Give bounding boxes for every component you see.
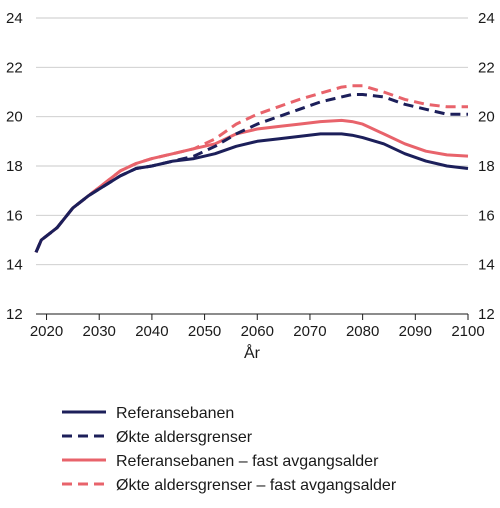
gridlines xyxy=(36,17,468,315)
series-line-2 xyxy=(34,93,468,253)
x-axis-title: År xyxy=(244,343,261,362)
y-tick-label-right: 16 xyxy=(478,207,495,224)
y-tick-label-right: 20 xyxy=(478,109,495,126)
legend-label: Referansebanen – fast avgangsalder xyxy=(116,453,379,470)
x-tick-label: 2050 xyxy=(188,323,221,340)
legend: Referansebanen Økte aldersgrenser Referans… xyxy=(62,405,397,494)
y-tick-label-left: 18 xyxy=(6,158,23,175)
legend-label: Økte aldersgrenser – fast avgangsalder xyxy=(116,477,397,494)
legend-label: Økte aldersgrenser xyxy=(116,429,253,446)
legend-label: Referansebanen xyxy=(116,405,234,422)
x-tick-label: 2030 xyxy=(83,323,116,340)
y-tick-label-right: 22 xyxy=(478,59,495,76)
y-tick-label-right: 14 xyxy=(478,257,495,274)
y-tick-label-left: 20 xyxy=(6,109,23,126)
y-tick-label-right: 12 xyxy=(478,306,495,323)
y-tick-label-left: 14 xyxy=(6,257,23,274)
series-line-4 xyxy=(34,84,468,253)
x-tick-label: 2100 xyxy=(451,323,484,340)
y-tick-label-left: 16 xyxy=(6,207,23,224)
x-tick-label: 2070 xyxy=(293,323,326,340)
x-tick-label: 2020 xyxy=(30,323,63,340)
x-tick-label: 2090 xyxy=(399,323,432,340)
series-line-1 xyxy=(34,132,469,253)
y-tick-label-right: 18 xyxy=(478,158,495,175)
x-tick-label: 2080 xyxy=(346,323,379,340)
y-tick-label-left: 12 xyxy=(6,306,23,323)
x-tick-label: 2040 xyxy=(135,323,168,340)
y-tick-label-right: 24 xyxy=(478,10,495,27)
y-tick-label-left: 22 xyxy=(6,59,23,76)
y-tick-label-left: 24 xyxy=(6,10,23,27)
x-tick-label: 2060 xyxy=(241,323,274,340)
series-lines xyxy=(34,84,469,253)
